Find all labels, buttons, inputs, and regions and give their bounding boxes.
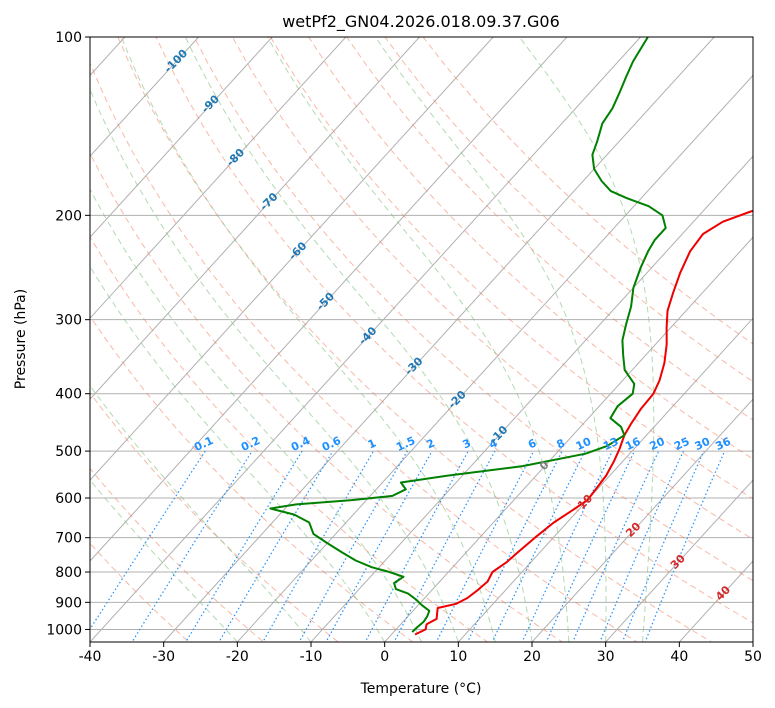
mixing-ratio-line (364, 450, 469, 642)
mixing-ratio-line (621, 450, 705, 642)
dry-adiabat (308, 37, 753, 460)
mixing-ratio-line (644, 450, 726, 642)
moist-adiabat (90, 265, 386, 642)
dry-adiabat (90, 235, 489, 642)
moist-adiabat (184, 37, 533, 642)
x-tick-label: 40 (670, 649, 688, 665)
background-lines (90, 37, 753, 642)
chart-title: wetPf2_GN04.2026.018.09.37.G06 (282, 12, 560, 32)
moist-adiabat (90, 88, 459, 642)
moist-adiabat (90, 384, 312, 642)
y-tick-label: 200 (55, 208, 82, 224)
mixing-ratio-line (491, 450, 586, 642)
x-tick-label: 50 (744, 649, 762, 665)
mixing-ratio-line (298, 450, 408, 642)
isotherm-gridline (457, 317, 753, 642)
y-tick-label: 1000 (46, 622, 82, 638)
isotherm-gridline (310, 155, 753, 642)
isotherm-gridline (90, 37, 494, 481)
isotherm-gridline (90, 37, 347, 319)
dry-adiabat (90, 315, 414, 642)
mixing-ratio-label: 36 (713, 435, 733, 453)
plot-frame (89, 36, 754, 643)
isotherm-gridline (604, 479, 753, 642)
profile-lines (269, 37, 753, 636)
temperature-profile-line (414, 209, 753, 636)
y-tick-label: 900 (55, 595, 82, 611)
dry-adiabat (269, 37, 753, 500)
y-tick-label: 500 (55, 444, 82, 460)
x-tick-label: -20 (226, 649, 249, 665)
mixing-ratio-line (90, 450, 206, 631)
x-tick-label: 0 (380, 649, 389, 665)
moist-adiabat (518, 37, 655, 642)
axes: -40 -30 -20 -10 0 10 20 30 40 50 100 200 300 400 500 60… (46, 30, 762, 665)
dry-adiabat (90, 467, 265, 642)
mixing-ratio-line (185, 450, 303, 642)
dry-adiabat (346, 37, 753, 421)
isotherm-gridline (236, 74, 753, 642)
mixing-ratio-label: 25 (672, 435, 691, 453)
y-tick-label: 800 (55, 565, 82, 581)
dry-adiabat (90, 152, 564, 642)
moist-adiabat (120, 37, 496, 642)
moist-adiabat (267, 37, 570, 642)
isotherm-gridline (90, 37, 642, 642)
dewpoint-profile-line (269, 37, 667, 633)
mixing-ratio-label: 10 (574, 435, 594, 453)
mixing-ratio-line (262, 450, 375, 642)
mixing-ratio-line (325, 450, 433, 642)
y-tick-label: 100 (55, 30, 82, 46)
y-tick-label: 600 (55, 491, 82, 507)
dry-adiabat (155, 37, 753, 624)
x-tick-label: 30 (597, 649, 615, 665)
mixing-ratio-line (572, 450, 660, 642)
x-axis-label: Temperature (°C) (360, 681, 482, 697)
y-tick-label: 300 (55, 313, 82, 329)
x-tick-label: 20 (523, 649, 541, 665)
mixing-ratio-label: 13 (601, 435, 620, 453)
mixing-ratio-line (131, 450, 253, 642)
mixing-ratio-line (393, 450, 496, 642)
mixing-ratio-label: 20 (647, 435, 667, 453)
isotherm-gridline (90, 37, 568, 562)
moist-adiabat (375, 37, 607, 642)
x-tick-label: -10 (300, 649, 323, 665)
y-tick-label: 400 (55, 387, 82, 403)
mixing-ratio-label: 16 (623, 435, 643, 453)
y-axis-label: Pressure (hPa) (13, 289, 29, 389)
isotherm-gridline (90, 37, 273, 238)
isotherm-gridline (90, 37, 200, 158)
isotherm-gridline (162, 37, 715, 642)
dry-adiabat (90, 61, 638, 642)
dry-adiabat (117, 37, 713, 642)
dry-adiabat (90, 542, 190, 642)
x-tick-label: 10 (449, 649, 467, 665)
x-tick-label: -40 (79, 649, 102, 665)
y-tick-label: 700 (55, 531, 82, 547)
mixing-ratio-label: 30 (693, 435, 713, 453)
isotherm-gridline (90, 37, 421, 400)
x-tick-label: -30 (152, 649, 175, 665)
isotherm-gridline (531, 398, 753, 642)
moist-adiabat (90, 188, 422, 642)
mixing-ratio-line (218, 450, 334, 642)
mixing-ratio-line (599, 450, 684, 642)
